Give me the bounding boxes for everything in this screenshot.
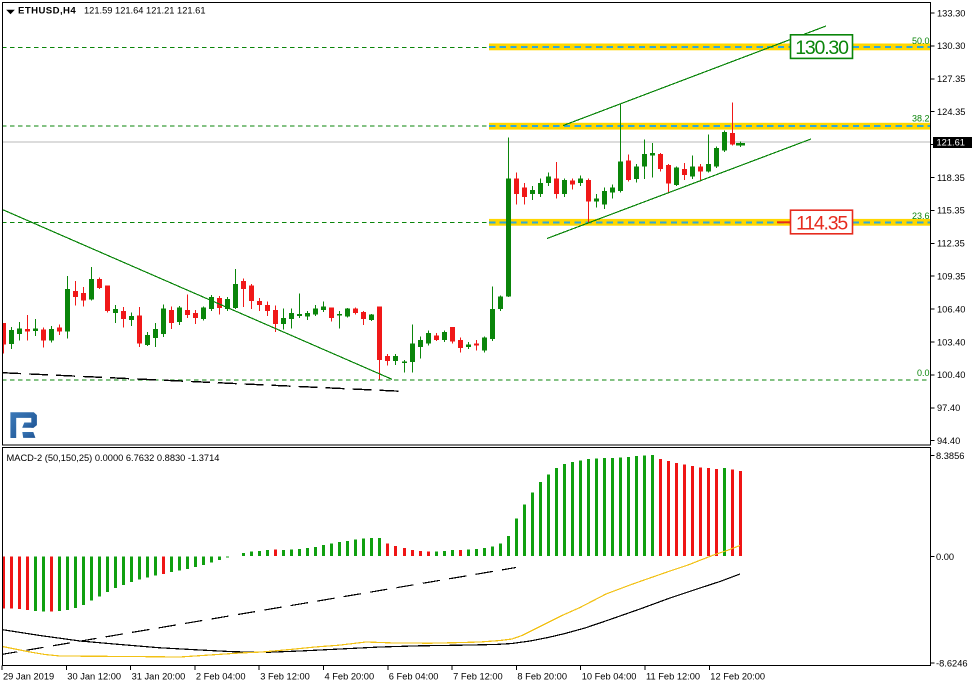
svg-text:7 Feb 12:00: 7 Feb 12:00: [453, 672, 503, 682]
svg-text:11 Feb 12:00: 11 Feb 12:00: [646, 672, 700, 682]
svg-text:6 Feb 04:00: 6 Feb 04:00: [389, 672, 439, 682]
svg-text:50.0: 50.0: [912, 36, 930, 46]
svg-text:0.00: 0.00: [936, 552, 954, 562]
svg-text:0.0: 0.0: [917, 368, 930, 378]
svg-text:127.35: 127.35: [937, 74, 965, 84]
svg-text:109.35: 109.35: [937, 272, 965, 282]
svg-text:3 Feb 12:00: 3 Feb 12:00: [260, 672, 310, 682]
svg-text:38.2: 38.2: [912, 114, 930, 124]
svg-text:121.61: 121.61: [937, 138, 965, 148]
svg-text:12 Feb 20:00: 12 Feb 20:00: [710, 672, 765, 682]
svg-text:31 Jan 20:00: 31 Jan 20:00: [132, 672, 186, 682]
svg-text:112.35: 112.35: [937, 239, 965, 249]
svg-text:118.35: 118.35: [937, 173, 965, 183]
svg-text:121.59 121.64 121.21 121.61: 121.59 121.64 121.21 121.61: [84, 5, 206, 15]
svg-text:29 Jan 2019: 29 Jan 2019: [3, 672, 54, 682]
svg-text:-8.6246: -8.6246: [936, 658, 968, 668]
svg-text:8 Feb 20:00: 8 Feb 20:00: [517, 672, 567, 682]
svg-text:133.30: 133.30: [937, 8, 965, 18]
svg-text:124.35: 124.35: [937, 107, 965, 117]
svg-text:100.40: 100.40: [937, 370, 965, 380]
svg-text:2 Feb 04:00: 2 Feb 04:00: [196, 672, 246, 682]
svg-text:106.40: 106.40: [937, 304, 965, 314]
svg-text:8.3856: 8.3856: [936, 451, 964, 461]
svg-text:130.30: 130.30: [937, 41, 965, 51]
svg-text:94.40: 94.40: [937, 436, 960, 446]
svg-text:23.6: 23.6: [912, 211, 930, 221]
svg-text:MACD-2 (50,150,25) 0.0000 6.76: MACD-2 (50,150,25) 0.0000 6.7632 0.8830 …: [7, 453, 220, 463]
svg-text:114.35: 114.35: [796, 212, 848, 234]
svg-text:115.35: 115.35: [937, 206, 965, 216]
svg-text:ETHUSD,H4: ETHUSD,H4: [18, 5, 76, 16]
svg-text:10 Feb 04:00: 10 Feb 04:00: [582, 672, 637, 682]
svg-text:130.30: 130.30: [795, 37, 849, 59]
svg-text:4 Feb 20:00: 4 Feb 20:00: [325, 672, 375, 682]
svg-text:97.40: 97.40: [937, 403, 960, 413]
svg-text:30 Jan 12:00: 30 Jan 12:00: [67, 672, 121, 682]
svg-text:103.40: 103.40: [937, 337, 965, 347]
